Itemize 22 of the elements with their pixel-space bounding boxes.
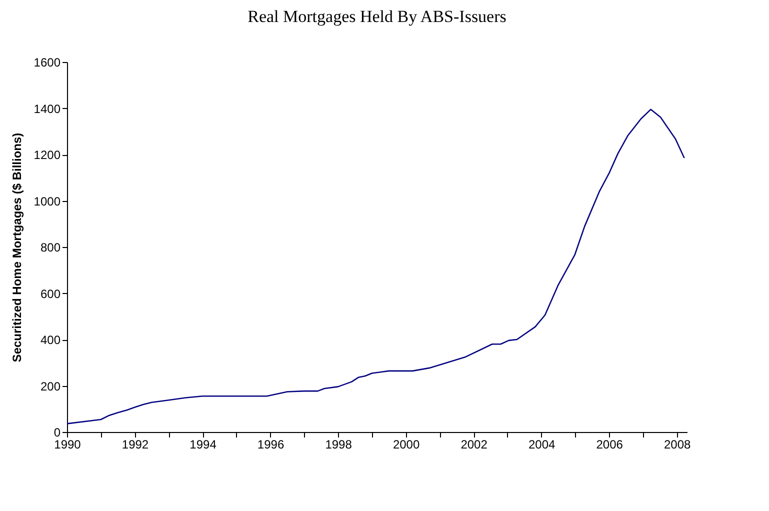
x-tick-label: 2006	[596, 438, 624, 452]
chart-title: Real Mortgages Held By ABS-Issuers	[248, 7, 506, 26]
x-tick-label: 2004	[528, 438, 556, 452]
y-tick-label: 400	[40, 333, 61, 347]
x-tick-label: 1996	[257, 438, 284, 452]
y-tick-label: 600	[40, 286, 61, 301]
y-tick-label: 0	[54, 426, 61, 440]
y-axis-title: Securitized Home Mortgages ($ Billions)	[10, 132, 24, 362]
y-tick-label: 1200	[34, 148, 61, 162]
x-tick-label: 2002	[460, 438, 488, 452]
x-tick-label: 1998	[325, 438, 352, 452]
y-tick-label: 800	[40, 240, 61, 254]
x-tick-label: 1994	[190, 438, 217, 452]
y-tick-label: 1000	[34, 194, 61, 208]
x-tick-label: 1992	[122, 438, 149, 452]
x-tick-label: 1990	[54, 438, 82, 452]
y-tick-label: 1400	[34, 102, 61, 116]
x-tick-label: 2000	[392, 438, 420, 452]
y-tick-label: 200	[40, 379, 61, 394]
y-tick-label: 1600	[34, 56, 61, 70]
x-tick-label: 2008	[664, 438, 692, 452]
line-series	[66, 108, 685, 424]
